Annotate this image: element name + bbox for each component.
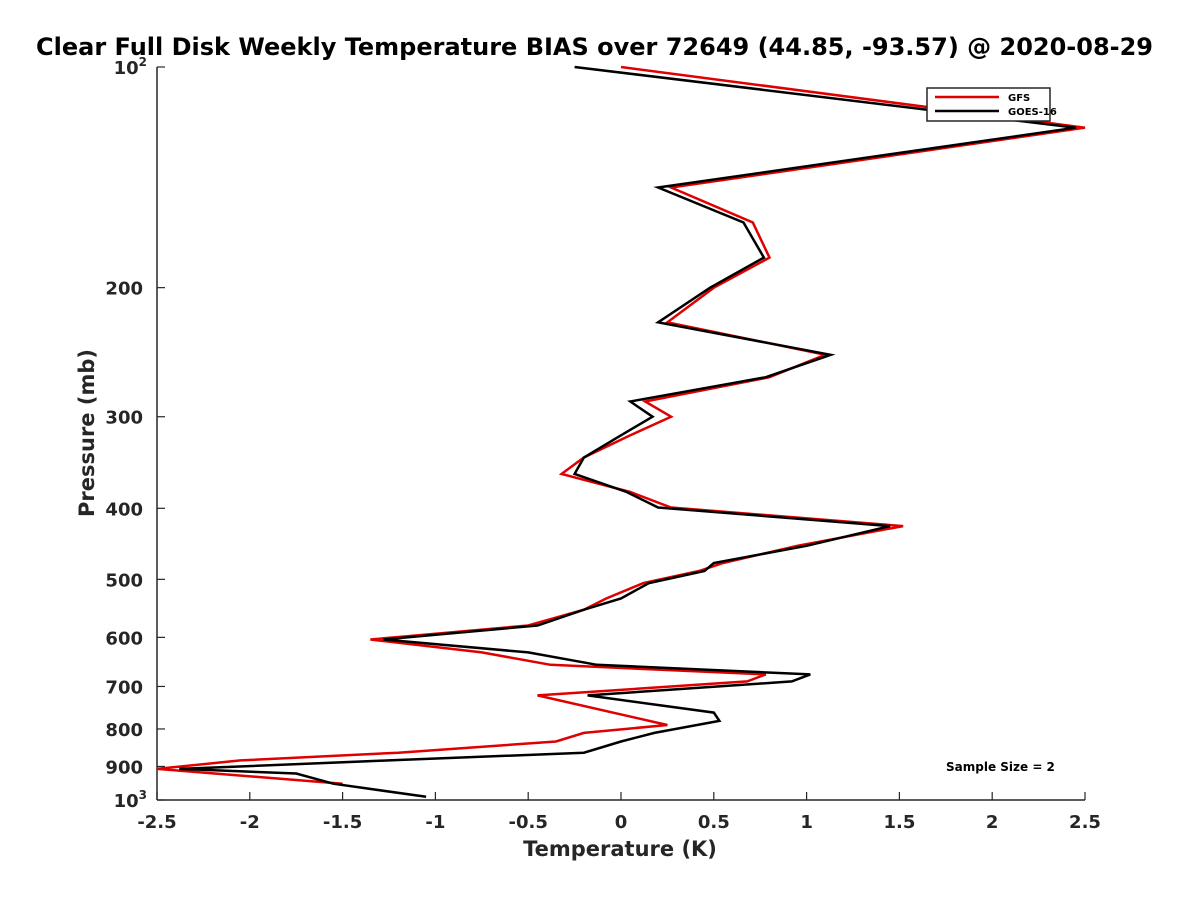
x-axis-label: Temperature (K) — [523, 837, 717, 861]
x-tick-label: -2 — [240, 812, 260, 833]
chart-title: Clear Full Disk Weekly Temperature BIAS … — [36, 33, 1153, 61]
y-tick-label: 500 — [105, 570, 143, 591]
x-tick-label: -1 — [425, 812, 445, 833]
series-layer — [157, 65, 1086, 799]
y-tick-label: 700 — [105, 677, 143, 698]
chart-legend: GFS GOES-16 — [926, 87, 1057, 122]
x-tick-label: 0.5 — [698, 812, 730, 833]
y-axis-label: Pressure (mb) — [75, 349, 99, 517]
y-tick-label: 103 — [114, 788, 147, 812]
y-tick-label: 300 — [105, 408, 143, 429]
y-tick-label: 200 — [105, 279, 143, 300]
y-tick-label: 800 — [105, 720, 143, 741]
legend-label: GOES-16 — [1008, 107, 1057, 118]
legend-box — [926, 87, 1051, 122]
y-tick-label: 102 — [114, 55, 147, 79]
x-tick-label: 1 — [800, 812, 813, 833]
y-tick-label: 400 — [105, 499, 143, 520]
series-line-gfs — [157, 65, 1086, 785]
sample-size-annotation: Sample Size = 2 — [946, 760, 1055, 774]
x-tick-label: -2.5 — [137, 812, 176, 833]
series-line-goes-16 — [179, 65, 1076, 799]
y-tick-label: 600 — [105, 628, 143, 649]
x-tick-label: -1.5 — [323, 812, 362, 833]
x-tick-label: 0 — [615, 812, 628, 833]
x-tick-label: 2 — [986, 812, 999, 833]
x-tick-label: 1.5 — [883, 812, 915, 833]
legend-label: GFS — [1008, 93, 1030, 104]
x-tick-label: 2.5 — [1069, 812, 1101, 833]
plot-axes: -2.5 -2 -1.5 -1 -0.5 0 0.5 1 1.5 2 2.5 102 200 300 400… — [105, 55, 1101, 833]
x-tick-label: -0.5 — [509, 812, 548, 833]
y-tick-label: 900 — [105, 757, 143, 778]
